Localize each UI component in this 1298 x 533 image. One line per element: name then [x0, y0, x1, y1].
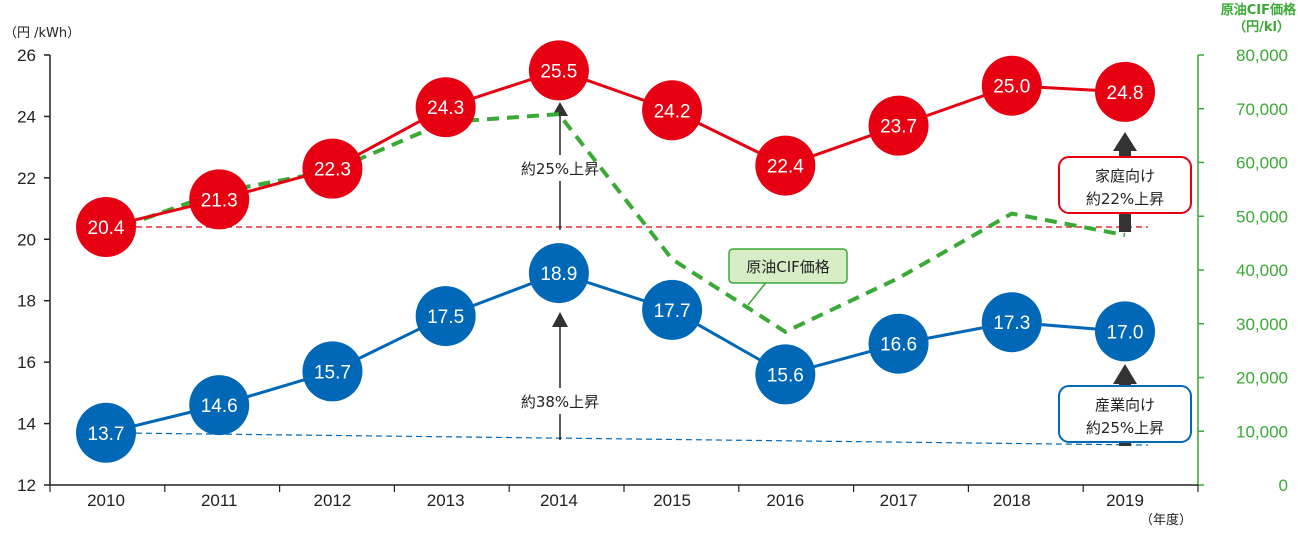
right-y-tick-label: 60,000 — [1236, 154, 1288, 173]
household-price-point — [528, 40, 589, 101]
crude-price-line — [105, 112, 1126, 335]
industrial-rise-box-line2: 約25%上昇 — [1086, 419, 1164, 437]
household-price-value-label: 23.7 — [880, 117, 917, 138]
industrial-rise-box — [1058, 385, 1192, 443]
household-price-value-label: 25.5 — [540, 61, 577, 82]
industrial-rise-label-bg — [500, 388, 620, 414]
household-price-point — [868, 95, 929, 156]
x-tick-label: 2017 — [880, 491, 918, 510]
x-tick-label: 2011 — [201, 491, 238, 510]
household-price-point — [1095, 61, 1155, 122]
annotation-boxes-layer: 家庭向け 約22%上昇 産業向け 約25%上昇 原油CIF価格 — [728, 132, 1192, 446]
left-y-tick-label: 22 — [17, 169, 36, 188]
industrial-price-value-label: 15.6 — [767, 365, 804, 386]
industrial-rise-arrowhead — [552, 312, 568, 327]
left-y-tick-label: 12 — [17, 476, 36, 495]
industrial-price-point — [189, 375, 250, 436]
industrial-price-value-label: 14.6 — [201, 396, 238, 417]
household-rise-label-bg — [500, 155, 620, 181]
household-price-value-label: 25.0 — [993, 77, 1030, 98]
x-tick-label: 2015 — [653, 491, 691, 510]
x-tick-label: 2014 — [540, 491, 578, 510]
industrial-price-value-label: 17.5 — [427, 307, 464, 328]
x-tick-label: 2019 — [1106, 491, 1144, 510]
crude-price-label: 原油CIF価格 — [746, 258, 830, 276]
industrial-price-value-label: 15.7 — [314, 362, 351, 383]
right-y-tick-label: 10,000 — [1236, 422, 1288, 441]
rise-arrows-layer: 約25%上昇 約38%上昇 — [500, 102, 620, 440]
industrial-price-line — [105, 271, 1126, 435]
x-tick-label: 2016 — [766, 491, 804, 510]
right-y-tick-label: 80,000 — [1236, 46, 1288, 65]
right-axis-unit-label: （円/kl） — [1233, 19, 1290, 35]
industrial-price-point — [755, 344, 816, 405]
left-y-tick-label: 26 — [17, 46, 36, 65]
household-rise-box — [1058, 156, 1192, 214]
industrial-price-value-label: 17.3 — [993, 313, 1030, 334]
left-y-tick-label: 14 — [17, 415, 36, 434]
left-y-tick-label: 24 — [17, 107, 36, 126]
industrial-price-point — [1095, 301, 1155, 362]
right-y-tick-label: 0 — [1279, 476, 1288, 495]
household-price-value-label: 20.4 — [88, 218, 125, 239]
industrial-price-point — [868, 313, 929, 374]
industrial-price-point — [302, 341, 363, 402]
household-price-value-label: 24.8 — [1107, 83, 1144, 104]
household-price-point — [302, 138, 363, 199]
household-price-value-label: 21.3 — [201, 190, 238, 211]
industrial-rise-label: 約38%上昇 — [521, 393, 599, 411]
x-axis-unit-label: （年度） — [1140, 512, 1192, 528]
right-y-tick-label: 70,000 — [1236, 100, 1288, 119]
industrial-price-point — [528, 243, 589, 304]
household-price-value-label: 24.2 — [654, 101, 691, 122]
industrial-price-value-label: 18.9 — [540, 264, 577, 285]
household-rise-box-line2: 約22%上昇 — [1086, 190, 1164, 208]
industrial-price-point — [76, 402, 136, 463]
household-rise-box-line1: 家庭向け — [1095, 167, 1155, 185]
industrial-price-value-label: 17.0 — [1107, 322, 1144, 343]
x-tick-label: 2018 — [993, 491, 1031, 510]
crude-label-leader-line — [747, 279, 769, 306]
industrial-price-point — [642, 279, 703, 340]
household-price-point — [189, 169, 250, 230]
household-price-value-label: 24.3 — [427, 98, 464, 119]
right-y-tick-label: 30,000 — [1236, 315, 1288, 334]
series-layer: 20.4 21.3 22.3 24.3 25.5 24.2 22.4 23.7 25.0 24.8… — [76, 40, 1155, 463]
tick-labels-layer: 12 14 16 18 20 22 24 26 0 10,000 20,000 30,000 40,00… — [17, 46, 1288, 510]
crude-price-label-box — [728, 248, 848, 284]
x-tick-label: 2012 — [314, 491, 352, 510]
right-y-tick-label: 20,000 — [1236, 369, 1288, 388]
right-y-tick-label: 50,000 — [1236, 207, 1288, 226]
x-tick-label: 2013 — [427, 491, 465, 510]
household-price-point — [415, 77, 476, 138]
household-price-point — [76, 197, 136, 257]
household-price-value-label: 22.3 — [314, 160, 351, 181]
right-y-tick-label: 40,000 — [1236, 261, 1288, 280]
left-y-tick-label: 18 — [17, 292, 36, 311]
reference-lines-layer — [105, 226, 1149, 446]
right-axis-title: 原油CIF価格 — [1221, 2, 1297, 18]
industrial-price-point — [981, 292, 1042, 353]
left-axis-unit-label: （円 /kWh） — [4, 26, 80, 41]
household-price-point — [642, 80, 703, 141]
industrial-price-value-label: 13.7 — [88, 424, 125, 445]
reference-dashed-line — [105, 432, 1149, 446]
household-price-point — [981, 55, 1042, 116]
household-price-value-label: 22.4 — [767, 157, 804, 178]
left-y-tick-label: 16 — [17, 353, 36, 372]
industrial-price-value-label: 17.7 — [654, 301, 691, 322]
household-price-point — [755, 135, 816, 196]
x-tick-label: 2010 — [87, 491, 125, 510]
industrial-price-point — [415, 286, 476, 347]
industrial-rise-box-line1: 産業向け — [1095, 396, 1155, 414]
household-price-line — [105, 68, 1126, 229]
left-y-tick-label: 20 — [17, 230, 36, 249]
industrial-price-value-label: 16.6 — [880, 335, 917, 356]
household-rise-label: 約25%上昇 — [521, 160, 599, 178]
